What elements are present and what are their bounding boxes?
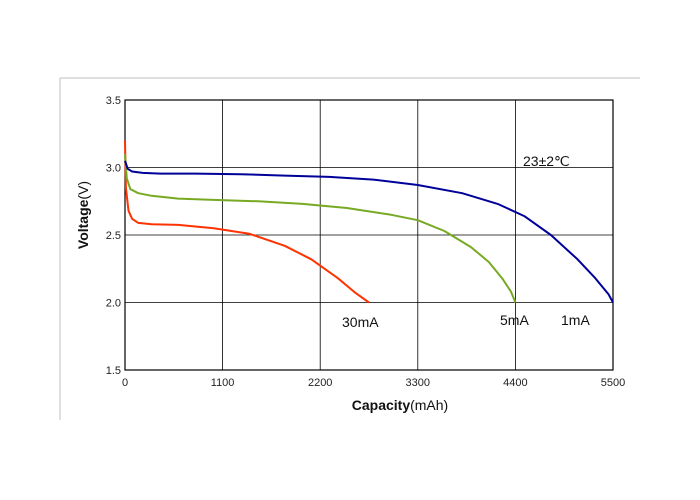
- y-axis-title-bold: Voltage: [75, 199, 91, 249]
- x-axis-title: Capacity(mAh): [352, 397, 448, 413]
- plot-frame: [124, 99, 614, 371]
- y-axis-title-unit: (V): [75, 181, 91, 200]
- y-tick-label-1: 2.0: [106, 298, 121, 310]
- x-tick-label-1: 1100: [211, 377, 235, 389]
- y-tick-label-0: 1.5: [106, 365, 121, 377]
- y-axis-title: Voltage(V): [75, 181, 91, 249]
- x-tick-label-2: 2200: [308, 377, 332, 389]
- x-axis-title-bold: Capacity: [352, 397, 411, 413]
- curves: [124, 140, 614, 304]
- curve-label-5ma: 5mA: [500, 312, 529, 328]
- y-tick-label-2: 2.5: [106, 230, 121, 242]
- temperature-annotation: 23±2℃: [523, 153, 570, 169]
- x-tick-labels: 0 1100 2200 3300 4400 5500: [122, 377, 625, 389]
- x-tick-label-3: 3300: [406, 377, 430, 389]
- curve-5ma: [124, 153, 517, 303]
- y-tick-label-4: 3.5: [106, 95, 121, 107]
- x-tick-label-4: 4400: [503, 377, 527, 389]
- x-axis-title-unit: (mAh): [410, 397, 448, 413]
- curve-label-1ma: 1mA: [561, 312, 590, 328]
- curve-1ma: [124, 160, 614, 303]
- y-tick-labels: 1.5 2.0 2.5 3.0 3.5: [106, 95, 121, 377]
- y-tick-label-3: 3.0: [106, 163, 121, 175]
- x-tick-label-0: 0: [122, 377, 128, 389]
- curve-30ma: [124, 140, 370, 304]
- curve-label-30ma: 30mA: [342, 314, 379, 330]
- x-tick-label-5: 5500: [601, 377, 625, 389]
